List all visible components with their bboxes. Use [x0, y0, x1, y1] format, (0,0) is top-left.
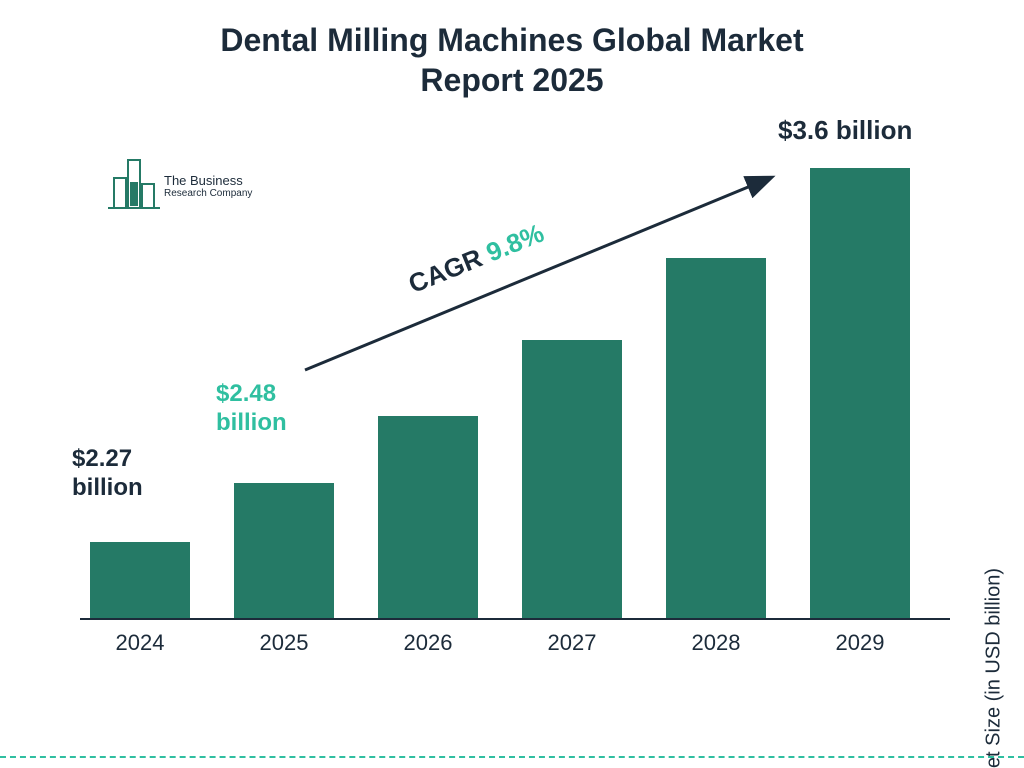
y-axis-label: Market Size (in USD billion)	[983, 568, 1006, 768]
x-label-2027: 2027	[522, 630, 622, 656]
bar-2026	[378, 416, 478, 618]
x-label-2028: 2028	[666, 630, 766, 656]
value-label-2: $3.6 billion	[778, 115, 912, 146]
chart-area: 2024 2025 2026 2027 2028 2029	[80, 140, 950, 660]
bar-2024	[90, 542, 190, 618]
x-label-2029: 2029	[810, 630, 910, 656]
bar-2029	[810, 168, 910, 618]
bottom-dashed-divider	[0, 756, 1024, 758]
bar-2027	[522, 340, 622, 618]
page-root: Dental Milling Machines Global Market Re…	[0, 0, 1024, 768]
bar-2028	[666, 258, 766, 618]
x-axis-labels: 2024 2025 2026 2027 2028 2029	[80, 624, 950, 660]
value-label-1: $2.48billion	[216, 380, 287, 438]
x-label-2024: 2024	[90, 630, 190, 656]
chart-title-line1: Dental Milling Machines Global Market	[220, 22, 803, 58]
x-axis-line	[80, 618, 950, 620]
x-label-2026: 2026	[378, 630, 478, 656]
x-label-2025: 2025	[234, 630, 334, 656]
bar-2025	[234, 483, 334, 618]
value-label-0: $2.27billion	[72, 445, 143, 503]
chart-title: Dental Milling Machines Global Market Re…	[0, 20, 1024, 100]
bars-container	[80, 140, 950, 618]
chart-title-line2: Report 2025	[420, 62, 603, 98]
